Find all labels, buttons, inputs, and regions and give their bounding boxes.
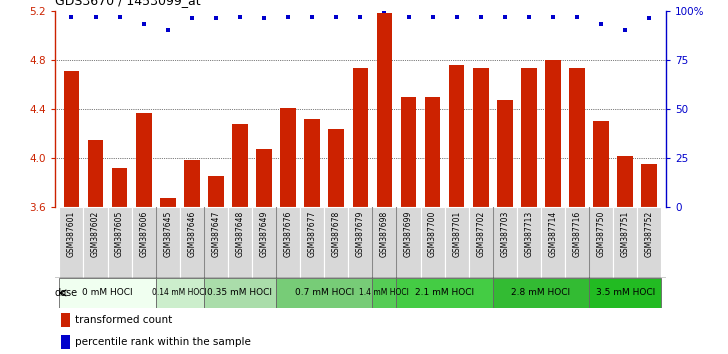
Bar — [232, 124, 248, 207]
Text: 0.7 mM HOCl: 0.7 mM HOCl — [295, 289, 354, 297]
Bar — [276, 278, 373, 308]
Bar — [517, 207, 541, 278]
Text: GSM387699: GSM387699 — [404, 211, 413, 257]
Bar — [136, 113, 151, 207]
Bar — [180, 207, 204, 278]
Bar — [569, 68, 585, 207]
Bar — [256, 149, 272, 207]
Bar — [204, 207, 228, 278]
Text: GSM387602: GSM387602 — [91, 211, 100, 257]
Text: 2.8 mM HOCl: 2.8 mM HOCl — [511, 289, 571, 297]
Text: 1.4 mM HOCl: 1.4 mM HOCl — [360, 289, 409, 297]
Bar — [589, 278, 661, 308]
Bar — [160, 199, 175, 207]
Bar — [473, 68, 488, 207]
Bar — [541, 207, 565, 278]
Bar — [184, 160, 199, 207]
Bar — [373, 207, 397, 278]
Text: GSM387678: GSM387678 — [332, 211, 341, 257]
Text: transformed count: transformed count — [75, 315, 172, 325]
Text: GSM387702: GSM387702 — [476, 211, 486, 257]
Bar — [493, 278, 589, 308]
Bar — [613, 207, 637, 278]
Bar — [87, 139, 103, 207]
Text: GSM387700: GSM387700 — [428, 211, 437, 257]
Text: GDS3670 / 1453099_at: GDS3670 / 1453099_at — [55, 0, 200, 7]
Bar — [276, 207, 300, 278]
Text: GSM387677: GSM387677 — [308, 211, 317, 257]
Text: GSM387649: GSM387649 — [260, 211, 269, 257]
Text: GSM387751: GSM387751 — [621, 211, 630, 257]
Text: GSM387703: GSM387703 — [500, 211, 510, 257]
Bar — [617, 155, 633, 207]
Bar — [565, 207, 589, 278]
Bar — [60, 313, 71, 327]
Bar — [449, 65, 464, 207]
Text: 0 mM HOCl: 0 mM HOCl — [82, 289, 133, 297]
Bar — [521, 68, 537, 207]
Text: GSM387698: GSM387698 — [380, 211, 389, 257]
Text: GSM387679: GSM387679 — [356, 211, 365, 257]
Bar — [445, 207, 469, 278]
Text: GSM387647: GSM387647 — [211, 211, 221, 257]
Text: GSM387648: GSM387648 — [235, 211, 245, 257]
Text: GSM387606: GSM387606 — [139, 211, 149, 257]
Bar — [112, 168, 127, 207]
Bar — [324, 207, 348, 278]
Text: GSM387605: GSM387605 — [115, 211, 124, 257]
Text: 3.5 mM HOCl: 3.5 mM HOCl — [596, 289, 654, 297]
Bar — [593, 121, 609, 207]
Text: dose: dose — [55, 288, 78, 298]
Bar — [156, 207, 180, 278]
Bar — [397, 207, 421, 278]
Text: GSM387752: GSM387752 — [645, 211, 654, 257]
Bar — [108, 207, 132, 278]
Bar — [304, 119, 320, 207]
Text: GSM387713: GSM387713 — [524, 211, 534, 257]
Bar — [421, 207, 445, 278]
Bar — [84, 207, 108, 278]
Text: GSM387714: GSM387714 — [548, 211, 558, 257]
Bar — [373, 278, 397, 308]
Bar — [589, 207, 613, 278]
Bar — [204, 278, 276, 308]
Bar — [63, 71, 79, 207]
Bar — [132, 207, 156, 278]
Bar — [469, 207, 493, 278]
Text: GSM387750: GSM387750 — [597, 211, 606, 257]
Bar — [400, 97, 416, 207]
Text: 2.1 mM HOCl: 2.1 mM HOCl — [415, 289, 474, 297]
Bar — [424, 97, 440, 207]
Bar — [156, 278, 204, 308]
Bar — [60, 335, 71, 349]
Bar — [348, 207, 373, 278]
Bar — [637, 207, 661, 278]
Bar — [376, 13, 392, 207]
Text: GSM387716: GSM387716 — [572, 211, 582, 257]
Bar — [641, 164, 657, 207]
Text: GSM387701: GSM387701 — [452, 211, 461, 257]
Bar — [280, 108, 296, 207]
Bar — [397, 278, 493, 308]
Bar — [208, 176, 223, 207]
Bar — [328, 129, 344, 207]
Text: GSM387676: GSM387676 — [284, 211, 293, 257]
Bar — [352, 68, 368, 207]
Text: percentile rank within the sample: percentile rank within the sample — [75, 337, 250, 347]
Bar — [300, 207, 324, 278]
Bar — [60, 278, 156, 308]
Text: GSM387601: GSM387601 — [67, 211, 76, 257]
Bar — [493, 207, 517, 278]
Text: 0.14 mM HOCl: 0.14 mM HOCl — [152, 289, 207, 297]
Bar — [545, 60, 561, 207]
Text: GSM387646: GSM387646 — [187, 211, 197, 257]
Text: GSM387645: GSM387645 — [163, 211, 173, 257]
Bar — [252, 207, 276, 278]
Bar — [60, 207, 84, 278]
Bar — [228, 207, 252, 278]
Text: 0.35 mM HOCl: 0.35 mM HOCl — [207, 289, 272, 297]
Bar — [497, 100, 513, 207]
